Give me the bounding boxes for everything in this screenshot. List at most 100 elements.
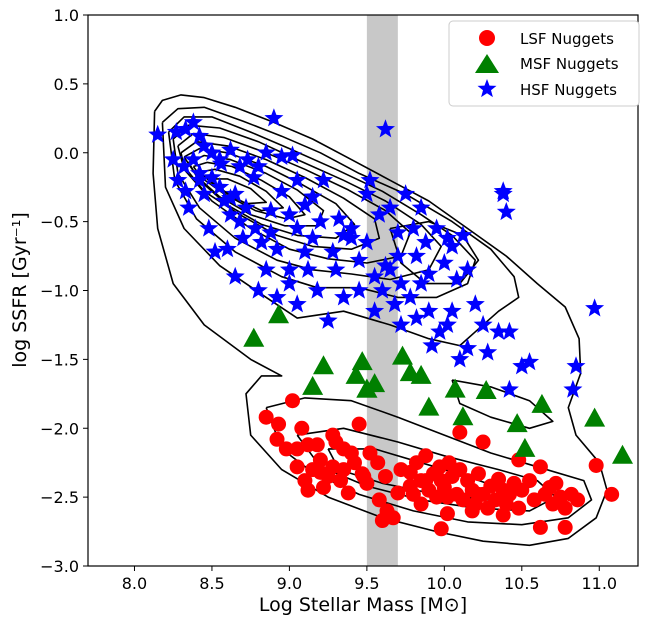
hsf-point (422, 335, 442, 354)
hsf-point (303, 186, 323, 205)
x-axis-label: Log Stellar Mass [M⊙] (259, 594, 467, 616)
hsf-point (287, 170, 307, 189)
msf-point (584, 407, 606, 427)
hsf-point (349, 250, 369, 269)
hsf-point (236, 197, 256, 216)
lsf-point (269, 431, 285, 447)
hsf-point (391, 273, 411, 292)
hsf-point (323, 241, 343, 260)
y-axis-label: log SSFR [Gyr⁻¹] (9, 212, 31, 368)
density-contour (451, 379, 554, 430)
lsf-point (418, 448, 434, 464)
hsf-point (326, 259, 346, 278)
msf-point (418, 396, 440, 416)
hsf-point (190, 163, 210, 182)
hsf-point (489, 321, 509, 340)
hsf-point (310, 211, 330, 230)
lsf-point (418, 473, 434, 489)
lsf-point (557, 519, 573, 535)
lsf-point (604, 486, 620, 502)
hsf-point (388, 222, 408, 241)
lsf-point (289, 459, 305, 475)
hsf-point (279, 273, 299, 292)
hsf-point (563, 379, 583, 398)
hsf-point (217, 239, 237, 258)
lsf-point (439, 506, 455, 522)
hsf-point (272, 146, 292, 165)
hsf-point (272, 181, 292, 200)
msf-point (392, 345, 414, 365)
hsf-point (176, 119, 196, 138)
lsf-point (258, 409, 274, 425)
lsf-point (495, 507, 511, 523)
hsf-points-layer (148, 108, 605, 398)
hsf-point (214, 191, 234, 210)
hsf-point (388, 246, 408, 265)
legend: LSF Nuggets MSF Nuggets HSF Nuggets (448, 20, 640, 107)
hsf-point (287, 218, 307, 237)
hsf-point (430, 321, 450, 340)
hsf-point (261, 200, 281, 219)
hsf-point (314, 170, 333, 189)
hsf-point (396, 184, 416, 203)
hsf-point (225, 184, 245, 203)
msf-point (410, 364, 432, 384)
hsf-point (458, 338, 478, 357)
lsf-point (371, 492, 387, 508)
msf-point (452, 406, 474, 426)
lsf-point (289, 441, 305, 457)
lsf-point (455, 492, 471, 508)
hsf-point (211, 153, 231, 172)
lsf-point (312, 464, 328, 480)
hsf-point (168, 170, 188, 189)
hsf-point (380, 197, 400, 216)
msf-point (531, 393, 553, 413)
hsf-point (279, 204, 299, 223)
hsf-point (295, 195, 315, 214)
msf-point (356, 378, 378, 398)
msf-point (444, 378, 466, 398)
hsf-point (295, 241, 315, 260)
msf-point (243, 327, 265, 347)
hsf-point (360, 170, 380, 189)
hsf-point (341, 228, 361, 247)
hsf-point (357, 184, 377, 203)
hsf-point (493, 184, 513, 203)
y-tick-label: 0.0 (54, 144, 79, 163)
lsf-point (470, 466, 486, 482)
hsf-point (256, 142, 276, 161)
lsf-point (340, 485, 356, 501)
hsf-point (205, 241, 225, 260)
lsf-point (271, 416, 287, 432)
lsf-point (570, 492, 586, 508)
x-tick-label: 9.0 (277, 574, 302, 593)
lsf-point (588, 457, 604, 473)
hsf-point (190, 126, 210, 145)
hsf-point (183, 149, 203, 168)
hsf-point (499, 321, 519, 340)
legend-label-lsf: LSF Nuggets (520, 30, 614, 48)
lsf-point (532, 459, 548, 475)
y-tick-label: −3.0 (40, 557, 79, 576)
hsf-point (183, 112, 203, 131)
hsf-point (442, 236, 462, 255)
x-tick-label: 8.5 (199, 574, 224, 593)
hsf-point (166, 122, 186, 141)
lsf-point (402, 464, 418, 480)
hsf-point (357, 232, 377, 251)
hsf-point (174, 156, 194, 175)
hsf-point (233, 228, 253, 247)
lsf-point (356, 468, 372, 484)
hsf-point (406, 246, 426, 265)
hsf-point (230, 211, 250, 230)
hsf-point (376, 255, 395, 274)
density-contour (152, 94, 608, 547)
y-tick-label: −1.5 (40, 350, 79, 369)
hsf-point (365, 266, 385, 285)
hsf-point (298, 259, 318, 278)
lsf-point (452, 424, 468, 440)
hsf-point (341, 218, 361, 237)
hsf-point (585, 298, 605, 317)
hsf-point (520, 352, 540, 371)
